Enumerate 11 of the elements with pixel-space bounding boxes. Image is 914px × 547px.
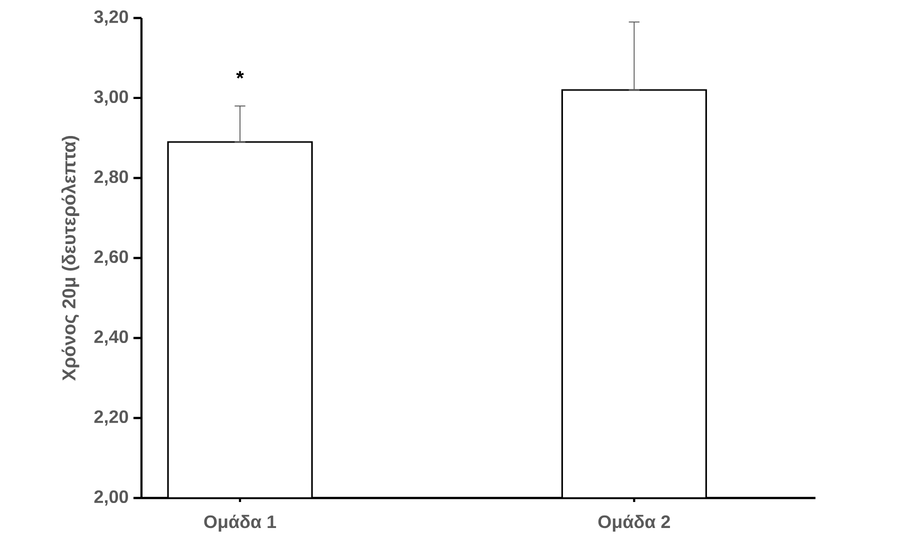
- y-tick-label: 2,80: [94, 170, 128, 186]
- y-tick-label: 2,60: [94, 250, 128, 266]
- annotation: *: [236, 71, 244, 79]
- y-tick-label: 2,40: [94, 330, 128, 346]
- y-tick-label: 2,20: [94, 410, 128, 426]
- y-axis-title: Χρόνος 20μ (δευτερόλεπτα): [61, 136, 80, 381]
- x-tick-label: Ομάδα 1: [204, 514, 276, 532]
- y-tick-label: 3,20: [94, 10, 128, 26]
- y-tick-label: 2,00: [94, 490, 128, 506]
- y-tick-label: 3,00: [94, 90, 128, 106]
- x-tick-label: Ομάδα 2: [598, 514, 670, 532]
